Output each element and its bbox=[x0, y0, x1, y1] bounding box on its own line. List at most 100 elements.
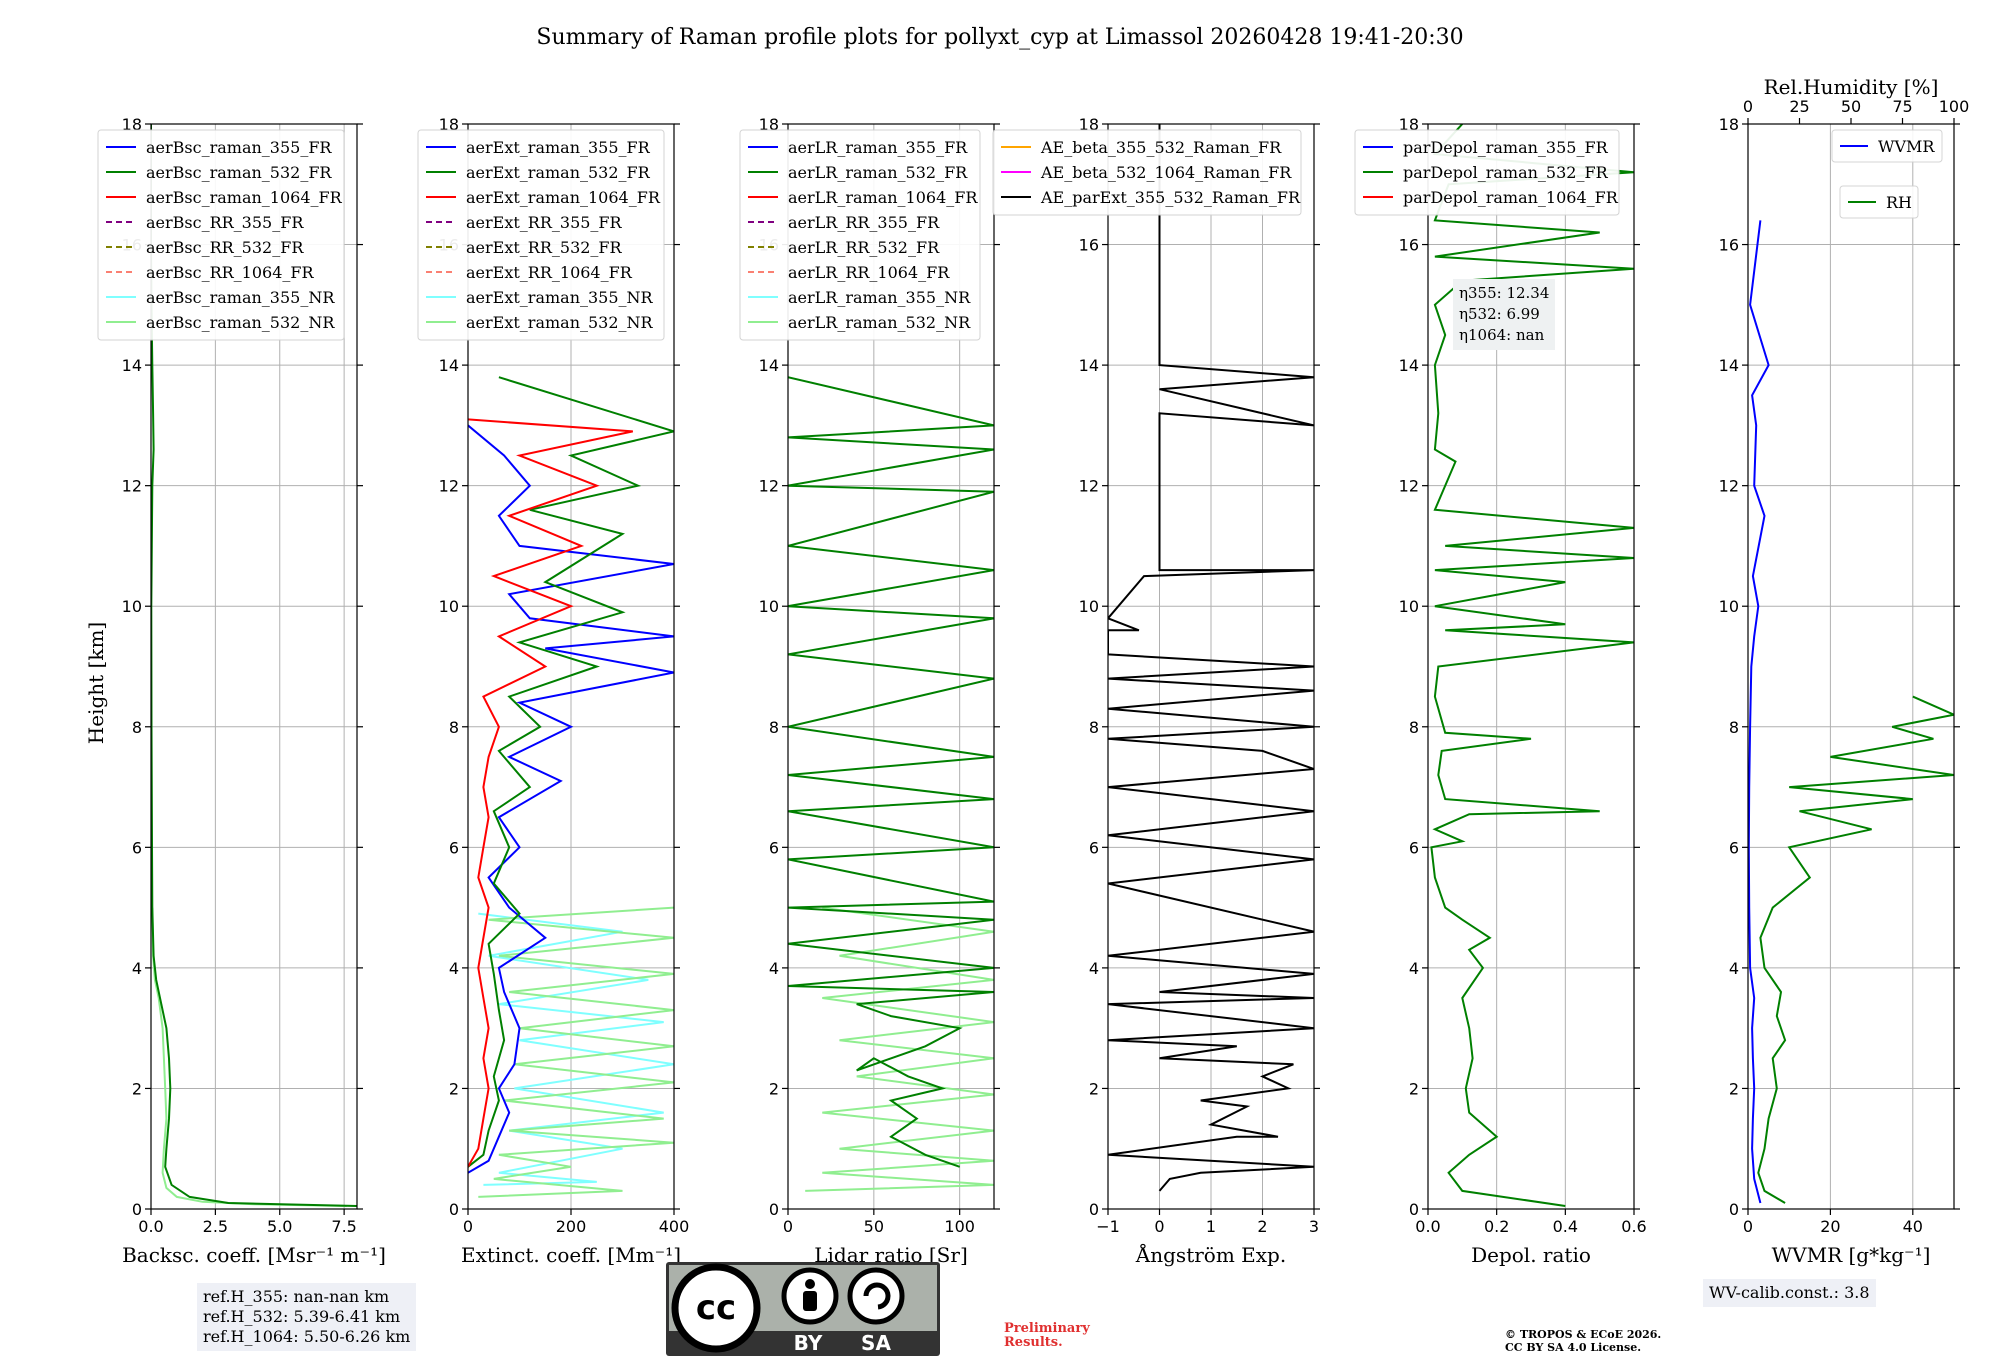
y-tick-label: 6 bbox=[449, 838, 459, 857]
axes-frame bbox=[150, 123, 358, 1210]
series-group bbox=[151, 124, 357, 1207]
x-tick-label: 7.5 bbox=[331, 1217, 356, 1236]
legend-item: aerBsc_raman_1064_FR bbox=[146, 188, 343, 207]
y-tick-label: 0 bbox=[449, 1200, 459, 1219]
series-aerExt_raman_532_NR bbox=[478, 906, 674, 1198]
y-tick-label: 2 bbox=[132, 1079, 142, 1098]
axes-frame bbox=[1427, 123, 1635, 1210]
legend-item: aerExt_raman_532_FR bbox=[466, 163, 651, 182]
wv-calib-text: WV-calib.const.: 3.8 bbox=[1709, 1283, 1870, 1302]
legend-item: aerExt_RR_532_FR bbox=[466, 238, 623, 257]
legend-item: aerExt_raman_355_FR bbox=[466, 138, 651, 157]
series-WVMR bbox=[1748, 220, 1770, 1204]
legend-item: parDepol_raman_532_FR bbox=[1403, 163, 1609, 182]
x-tick-label: 0.2 bbox=[1484, 1217, 1509, 1236]
top-x-tick-label: 0 bbox=[1743, 97, 1753, 116]
x-tick-label: 1 bbox=[1206, 1217, 1216, 1236]
ref-height-532: ref.H_532: 5.39-6.41 km bbox=[203, 1307, 401, 1326]
series-RH bbox=[1757, 695, 1954, 1204]
legend: aerExt_raman_355_FR aerExt_raman_532_FRae… bbox=[417, 129, 665, 341]
legend-item: aerLR_RR_355_FR bbox=[788, 213, 940, 232]
legend: aerBsc_raman_355_FR aerBsc_raman_532_FRae… bbox=[97, 129, 345, 341]
legend-item: aerBsc_raman_355_FR bbox=[146, 138, 332, 157]
y-tick-label: 14 bbox=[1399, 356, 1419, 375]
series-group bbox=[1430, 124, 1634, 1207]
y-tick-label: 4 bbox=[449, 959, 459, 978]
x-axis-label: WVMR [g*kg⁻¹] bbox=[1772, 1243, 1931, 1267]
y-tick-label: 8 bbox=[1409, 718, 1419, 737]
legend-frame bbox=[739, 129, 981, 341]
by-body-icon bbox=[803, 1291, 817, 1311]
cc-circle-icon bbox=[671, 1263, 761, 1353]
x-tick-label: 0.0 bbox=[1415, 1217, 1440, 1236]
eta-box: η355: 12.34 η532: 6.99 η1064: nan bbox=[1453, 279, 1556, 350]
y-tick-label: 14 bbox=[1719, 356, 1739, 375]
y-tick-label: 12 bbox=[122, 477, 142, 496]
legend-item: aerBsc_raman_355_NR bbox=[146, 288, 335, 307]
legend-item: aerLR_raman_532_NR bbox=[788, 313, 971, 332]
preliminary-line-1: Preliminary bbox=[1004, 1321, 1090, 1336]
y-tick-label: 4 bbox=[1089, 959, 1099, 978]
legend: WVMR RH bbox=[1831, 129, 1943, 219]
series-aerExt_raman_532_FR bbox=[468, 376, 674, 1168]
legend-item: AE_beta_532_1064_Raman_FR bbox=[1040, 163, 1292, 182]
y-tick-label: 12 bbox=[439, 477, 459, 496]
legend-item: parDepol_raman_355_FR bbox=[1403, 138, 1609, 157]
ref-height-355: ref.H_355: nan-nan km bbox=[203, 1287, 390, 1306]
y-tick-label: 4 bbox=[1729, 959, 1739, 978]
x-tick-label: 0 bbox=[1154, 1217, 1164, 1236]
x-tick-label: 400 bbox=[659, 1217, 690, 1236]
cc-by-sa-badge: cc BY SA bbox=[666, 1262, 940, 1356]
y-tick-label: 14 bbox=[1079, 356, 1099, 375]
y-tick-label: 6 bbox=[1409, 838, 1419, 857]
y-tick-label: 8 bbox=[769, 718, 779, 737]
y-tick-label: 12 bbox=[1399, 477, 1419, 496]
legend: aerLR_raman_355_FR aerLR_raman_532_FR aerL… bbox=[739, 129, 981, 341]
y-tick-label: 10 bbox=[1719, 597, 1739, 616]
by-label: BY bbox=[794, 1331, 823, 1355]
sa-label: SA bbox=[861, 1331, 891, 1355]
series-aerExt_raman_1064_FR bbox=[468, 418, 634, 1168]
y-tick-label: 10 bbox=[759, 597, 779, 616]
legend-frame bbox=[417, 129, 665, 341]
x-tick-label: 5.0 bbox=[267, 1217, 292, 1236]
x-tick-label: 20 bbox=[1820, 1217, 1840, 1236]
y-tick-label: 10 bbox=[1079, 597, 1099, 616]
panel-lidar_ratio: 024681012141618050100Lidar ratio [Sr]aer… bbox=[739, 115, 1000, 1267]
y-tick-label: 10 bbox=[122, 597, 142, 616]
x-tick-label: 50 bbox=[864, 1217, 884, 1236]
legend-item: aerExt_raman_355_NR bbox=[466, 288, 654, 307]
legend-item: aerBsc_RR_532_FR bbox=[146, 238, 304, 257]
x-tick-label: 0.6 bbox=[1621, 1217, 1646, 1236]
copyright-note: © TROPOS & ECoE 2026. CC BY SA 4.0 Licen… bbox=[1505, 1328, 1661, 1354]
axes-frame bbox=[1747, 123, 1955, 1210]
legend-item: AE_parExt_355_532_Raman_FR bbox=[1040, 188, 1301, 207]
y-tick-label: 6 bbox=[132, 838, 142, 857]
series-aerBsc_raman_532_FR bbox=[151, 124, 357, 1207]
y-tick-label: 12 bbox=[1079, 477, 1099, 496]
y-tick-label: 14 bbox=[759, 356, 779, 375]
y-axis-label: Height [km] bbox=[84, 622, 108, 744]
y-tick-label: 0 bbox=[769, 1200, 779, 1219]
cc-letters: cc bbox=[696, 1288, 736, 1328]
y-tick-label: 4 bbox=[769, 959, 779, 978]
y-tick-label: 8 bbox=[132, 718, 142, 737]
eta-1064: η1064: nan bbox=[1459, 326, 1545, 344]
y-tick-label: 2 bbox=[769, 1079, 779, 1098]
axes-frame bbox=[787, 123, 995, 1210]
preliminary-line-2: Results. bbox=[1004, 1335, 1063, 1350]
series-aerLR_raman_532_FR bbox=[788, 376, 994, 1168]
y-tick-label: 0 bbox=[1729, 1200, 1739, 1219]
legend-frame bbox=[1839, 185, 1919, 219]
y-tick-label: 10 bbox=[1399, 597, 1419, 616]
series-aerExt_raman_355_FR bbox=[468, 424, 674, 1174]
y-tick-label: 2 bbox=[1729, 1079, 1739, 1098]
x-tick-label: 0.0 bbox=[138, 1217, 163, 1236]
wv-calib-box: WV-calib.const.: 3.8 bbox=[1703, 1279, 1876, 1307]
series-group bbox=[468, 376, 674, 1198]
